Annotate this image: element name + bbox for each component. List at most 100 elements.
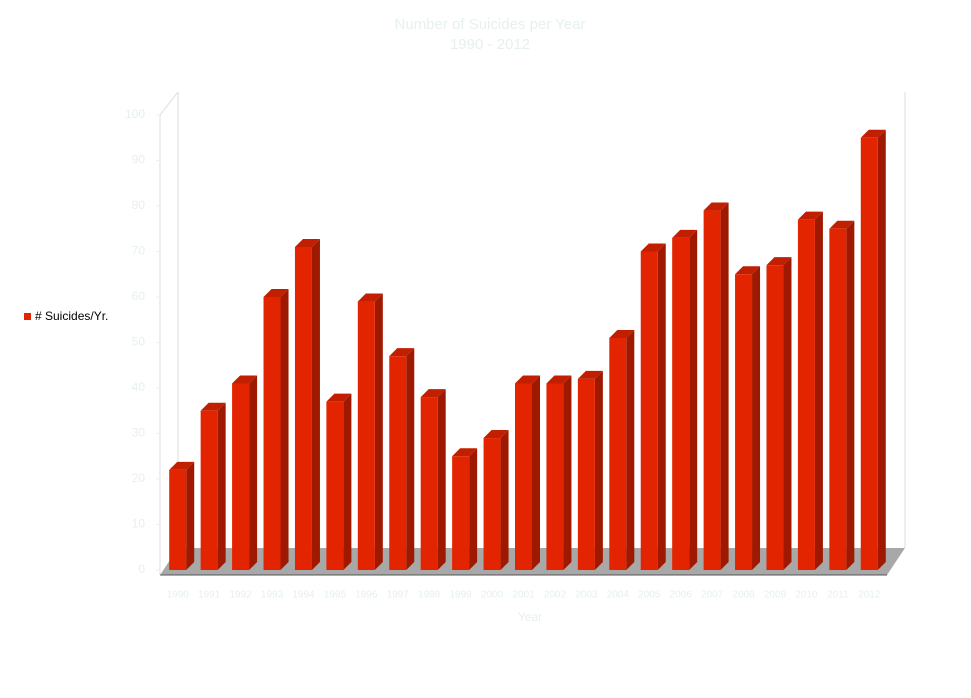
- bar: [640, 251, 658, 570]
- bar: [672, 237, 690, 570]
- y-tick-label: 80: [132, 198, 146, 212]
- bar-side: [657, 243, 666, 570]
- bar-top: [829, 220, 855, 229]
- x-tick-label: 1996: [355, 590, 378, 601]
- bar-top: [389, 348, 415, 357]
- y-tick-label: 70: [132, 244, 146, 258]
- bar-top: [357, 293, 383, 302]
- bar-side: [783, 257, 792, 570]
- bar-top: [640, 243, 666, 252]
- x-tick-label: 1990: [167, 590, 190, 601]
- bar-top: [452, 448, 478, 457]
- x-tick-label: 2001: [512, 590, 535, 601]
- bar-top: [326, 393, 352, 402]
- x-tick-label: 1998: [418, 590, 441, 601]
- bar-side: [249, 375, 258, 570]
- legend-swatch: [24, 313, 31, 320]
- bar: [515, 383, 532, 570]
- bar: [357, 301, 375, 570]
- x-tick-label: 2009: [764, 590, 787, 601]
- x-tick-label: 1995: [324, 590, 347, 601]
- bar: [546, 383, 564, 570]
- x-tick-label: 2003: [575, 590, 598, 601]
- x-tick-label: 2007: [701, 590, 724, 601]
- y-tick-label: 30: [132, 426, 146, 440]
- bar-top: [200, 402, 226, 411]
- y-tick-label: 0: [138, 562, 145, 576]
- bar-top: [546, 375, 572, 384]
- y-tick-label: 60: [132, 289, 146, 303]
- x-tick-label: 2008: [732, 590, 755, 601]
- bar-side: [406, 348, 415, 570]
- y-tick-label: 40: [132, 380, 146, 394]
- bar-top: [294, 238, 320, 247]
- bar-top: [609, 329, 635, 338]
- bar: [860, 137, 878, 570]
- bar-side: [374, 293, 383, 570]
- left-wall-top: [159, 91, 179, 116]
- x-tick-label: 2000: [481, 590, 504, 601]
- bar: [452, 456, 470, 570]
- bar-top: [735, 266, 761, 275]
- bar: [420, 397, 438, 570]
- bar-side: [217, 402, 226, 570]
- x-tick-label: 1991: [198, 590, 221, 601]
- bar-side: [877, 129, 886, 570]
- bar-side: [626, 329, 635, 570]
- bar-side: [563, 375, 572, 570]
- bar-side: [752, 266, 761, 570]
- bar-side: [311, 238, 320, 570]
- x-tick-label: 2012: [858, 590, 881, 601]
- bar-side: [280, 289, 289, 570]
- x-tick-label: 2004: [607, 590, 630, 601]
- x-tick-label: 1992: [229, 590, 252, 601]
- bar-top: [672, 229, 698, 238]
- x-tick-label: 1999: [450, 590, 473, 601]
- bar: [797, 219, 815, 570]
- bar: [263, 297, 281, 570]
- x-tick-label: 2002: [544, 590, 567, 601]
- chart-subtitle: 1990 - 2012: [450, 36, 530, 53]
- legend-label: # Suicides/Yr.: [35, 309, 108, 323]
- x-tick-label: 2010: [795, 590, 818, 601]
- x-tick-label: 2005: [638, 590, 661, 601]
- y-tick-label: 20: [132, 471, 146, 485]
- bar-side: [846, 220, 855, 570]
- bar-side: [594, 370, 603, 570]
- bar-top: [766, 257, 792, 266]
- bar-top: [232, 375, 258, 384]
- bar: [483, 438, 501, 570]
- bar: [169, 469, 187, 570]
- bar-side: [500, 430, 509, 570]
- bar: [326, 401, 344, 570]
- x-tick-label: 1993: [261, 590, 284, 601]
- bar: [766, 265, 784, 570]
- x-tick-label: 1994: [292, 590, 315, 601]
- y-tick-label: 90: [132, 153, 146, 167]
- bar: [577, 378, 595, 570]
- bar: [200, 410, 218, 570]
- bar-side: [343, 393, 352, 570]
- bar-top: [860, 129, 886, 138]
- bar-top: [703, 202, 729, 211]
- y-tick-label: 100: [125, 107, 145, 121]
- bar-side: [720, 202, 729, 571]
- y-tick-label: 50: [132, 335, 146, 349]
- bar: [609, 337, 627, 570]
- bar-side: [532, 375, 540, 570]
- bar-side: [814, 211, 823, 570]
- bar: [829, 228, 847, 570]
- bar-side: [186, 461, 195, 570]
- bar: [703, 210, 721, 571]
- bar-side: [469, 448, 478, 570]
- bar: [735, 274, 753, 570]
- x-tick-label: 2006: [670, 590, 693, 601]
- bar-top: [483, 430, 509, 439]
- bar-top: [420, 389, 446, 398]
- y-tick-label: 10: [132, 517, 146, 531]
- bar-side: [689, 229, 698, 570]
- bar: [389, 356, 407, 570]
- bar-top: [577, 370, 603, 379]
- bar-top: [515, 375, 540, 384]
- x-tick-label: 1997: [387, 590, 410, 601]
